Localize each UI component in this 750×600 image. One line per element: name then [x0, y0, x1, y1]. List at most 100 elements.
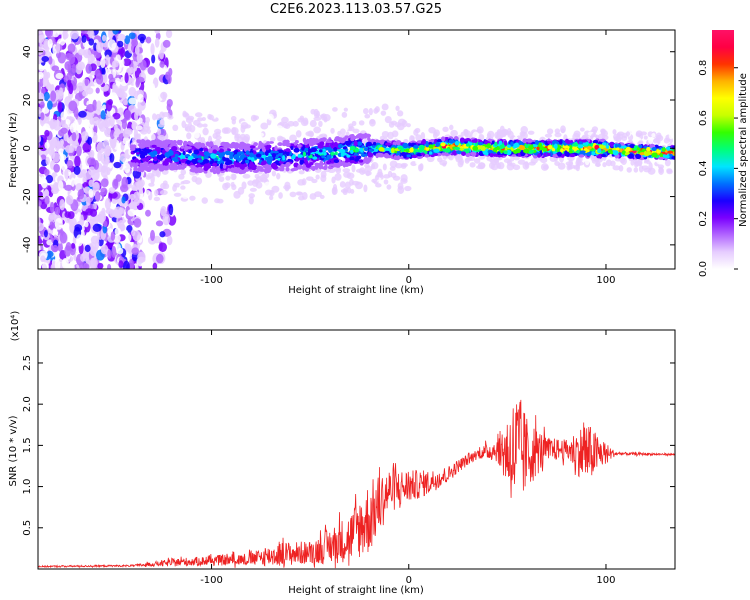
heatmap-cell [158, 242, 167, 253]
heatmap-cell [95, 72, 104, 85]
heatmap-cell [43, 91, 50, 102]
heatmap-cell [244, 136, 250, 144]
heatmap-cell [619, 147, 623, 153]
heatmap-cell [131, 184, 136, 190]
heatmap-cell [547, 140, 552, 144]
heatmap-cell [85, 63, 92, 74]
heatmap-cell [136, 76, 145, 83]
heatmap-cell [211, 165, 216, 171]
heatmap-cell [212, 132, 218, 139]
heatmap-cell [124, 35, 131, 45]
heatmap-cell [651, 133, 656, 138]
y-tick-label: -20 [22, 188, 33, 204]
heatmap-cell [415, 159, 421, 165]
heatmap-cell [131, 39, 139, 47]
heatmap-cell [513, 156, 520, 161]
heatmap-cell [84, 220, 89, 228]
heatmap-cell [38, 31, 45, 44]
heatmap-cell [560, 125, 566, 134]
heatmap-cell [128, 32, 136, 40]
heatmap-cell [161, 141, 167, 146]
heatmap-cell [349, 178, 354, 186]
heatmap-cell [413, 129, 419, 136]
heatmap-cell [620, 157, 627, 165]
heatmap-cell [97, 262, 104, 269]
heatmap-cell [529, 144, 535, 149]
heatmap-cell [436, 152, 442, 157]
heatmap-cell [58, 154, 67, 161]
heatmap-cell [280, 175, 288, 181]
heatmap-cell [201, 197, 208, 204]
heatmap-cell [621, 135, 628, 141]
heatmap-cell [166, 235, 173, 246]
heatmap-cell [100, 110, 106, 120]
heatmap-cell [668, 132, 673, 140]
heatmap-cell [200, 142, 206, 148]
heatmap-cell [599, 144, 605, 149]
heatmap-cell [207, 113, 212, 120]
heatmap-cell [607, 149, 613, 154]
heatmap-cell [70, 30, 79, 40]
heatmap-cell [279, 121, 285, 127]
heatmap-cell [557, 162, 566, 170]
heatmap-cell [260, 161, 267, 166]
heatmap-cell [424, 153, 430, 158]
heatmap-cell [305, 176, 314, 181]
heatmap-cell [180, 145, 185, 149]
heatmap-cell [152, 150, 158, 156]
heatmap-cell [191, 158, 198, 164]
heatmap-cell [304, 147, 309, 152]
heatmap-cell [193, 131, 200, 139]
heatmap-cell [344, 135, 350, 139]
heatmap-cell [113, 161, 122, 169]
heatmap-cell [598, 153, 603, 159]
heatmap-cell [104, 145, 112, 157]
heatmap-cell [584, 158, 590, 166]
heatmap-cell [471, 139, 477, 143]
heatmap-cell [105, 54, 110, 66]
colorbar-tick-label: 0.6 [698, 110, 709, 126]
heatmap-cell [648, 162, 653, 171]
x-tick-label: 0 [406, 275, 412, 286]
heatmap-cell [38, 81, 41, 94]
heatmap-cell [114, 227, 121, 236]
heatmap-cell [225, 175, 231, 181]
heatmap-cell [411, 154, 418, 159]
y-tick-label: 0 [22, 145, 33, 151]
heatmap-cell [592, 139, 599, 144]
heatmap-cell [536, 146, 540, 151]
heatmap-cell [113, 124, 118, 131]
heatmap-cell [147, 172, 154, 179]
colorbar-gradient [712, 30, 734, 269]
heatmap-cell [350, 188, 355, 194]
heatmap-cell [265, 144, 270, 151]
heatmap-cell [547, 145, 553, 150]
heatmap-cell [177, 164, 182, 169]
heatmap-cell [90, 257, 98, 269]
heatmap-cell [343, 171, 352, 178]
snr-ylabel: SNR (10 * v/v) [8, 415, 19, 486]
heatmap-cell [122, 136, 130, 145]
heatmap-cell [150, 83, 156, 96]
colorbar-tick-label: 0.4 [698, 160, 709, 176]
heatmap-cell [119, 153, 127, 162]
heatmap-cell [92, 99, 98, 112]
heatmap-cell [247, 180, 254, 186]
heatmap-cell [601, 129, 606, 135]
heatmap-cell [173, 192, 182, 197]
heatmap-cell [492, 147, 498, 153]
heatmap-cell [249, 145, 256, 149]
heatmap-cell [301, 146, 305, 151]
heatmap-cell [51, 137, 58, 146]
heatmap-cell [162, 180, 168, 186]
heatmap-cell [503, 140, 508, 146]
heatmap-cell [477, 162, 486, 170]
heatmap-cell [110, 231, 116, 241]
heatmap-cell [518, 141, 523, 145]
heatmap-cell [299, 159, 304, 165]
heatmap-cell [104, 198, 111, 210]
heatmap-cell [277, 142, 283, 147]
heatmap-cell [122, 260, 130, 269]
heatmap-cell [337, 143, 343, 149]
